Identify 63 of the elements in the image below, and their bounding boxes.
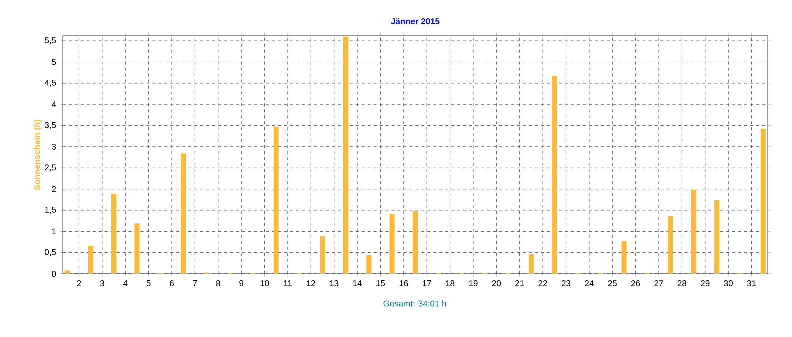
- y-tick-label: 4,5: [44, 80, 56, 87]
- bar: [760, 129, 766, 274]
- y-tick-label: 5,5: [45, 38, 56, 45]
- y-tick-label: 4: [52, 102, 56, 108]
- y-tick-label: 3: [52, 144, 56, 150]
- text: Gesamt: 34:01 h: [384, 300, 446, 307]
- bar: [390, 214, 395, 274]
- bar: [88, 246, 94, 274]
- x-tick-label: 24: [585, 280, 594, 286]
- x-tick-label: 13: [330, 280, 339, 287]
- bar: [320, 236, 326, 274]
- x-tick-label: 10: [260, 280, 270, 287]
- x-tick-label: 23: [562, 280, 571, 287]
- bar: [343, 36, 348, 274]
- x-tick-label: 9: [240, 280, 244, 287]
- y-tick-label: 3,5: [45, 122, 56, 130]
- y-tick-label: 0: [52, 271, 56, 277]
- chart-title: Jänner 2015: [391, 18, 440, 24]
- x-tick-label: 16: [400, 280, 408, 287]
- bar: [274, 127, 279, 274]
- bar: [714, 200, 720, 274]
- y-tick-label: 2,5: [45, 164, 56, 172]
- x-tick-label: 8: [216, 280, 220, 287]
- y-tick-label: 1: [52, 228, 56, 235]
- y-tick-label: 5: [52, 59, 56, 66]
- bar: [622, 241, 627, 274]
- bar: [668, 216, 674, 274]
- bar: [112, 194, 117, 274]
- y-tick-label: 1,5: [45, 207, 56, 214]
- x-tick-label: 19: [469, 280, 478, 287]
- x-tick-label: 29: [701, 280, 710, 287]
- bar: [366, 255, 372, 274]
- x-tick-label: 22: [538, 280, 548, 286]
- y-tick-label: 0,5: [45, 249, 56, 256]
- x-tick-label: 11: [284, 280, 292, 286]
- x-tick-label: 18: [446, 280, 455, 287]
- x-tick-label: 5: [146, 280, 151, 286]
- x-tick-label: 7: [193, 280, 198, 286]
- x-tick-label: 27: [654, 280, 664, 286]
- bar: [181, 154, 186, 274]
- x-tick-label: 21: [516, 280, 524, 286]
- x-tick-label: 17: [423, 280, 432, 286]
- x-tick-label: 30: [724, 280, 733, 287]
- y-axis-title: Sonnenschein (h): [34, 120, 42, 190]
- x-tick-label: 12: [307, 280, 316, 286]
- bar: [413, 211, 418, 274]
- x-tick-label: 4: [123, 280, 128, 286]
- bar: [691, 190, 696, 274]
- x-tick-label: 2: [77, 280, 82, 286]
- x-tick-label: 26: [632, 280, 640, 287]
- y-tick-label: 2: [52, 186, 56, 192]
- bar: [552, 76, 558, 274]
- bar: [134, 224, 140, 274]
- x-tick-label: 25: [608, 280, 617, 287]
- bar: [65, 270, 70, 274]
- x-tick-label: 28: [678, 280, 687, 287]
- x-tick-label: 14: [353, 280, 362, 286]
- x-tick-label: 20: [492, 280, 502, 287]
- x-tick-label: 15: [376, 280, 386, 286]
- x-tick-label: 31: [747, 280, 756, 287]
- x-tick-label: 3: [100, 280, 104, 287]
- bar: [528, 254, 534, 274]
- x-tick-label: 6: [170, 280, 174, 287]
